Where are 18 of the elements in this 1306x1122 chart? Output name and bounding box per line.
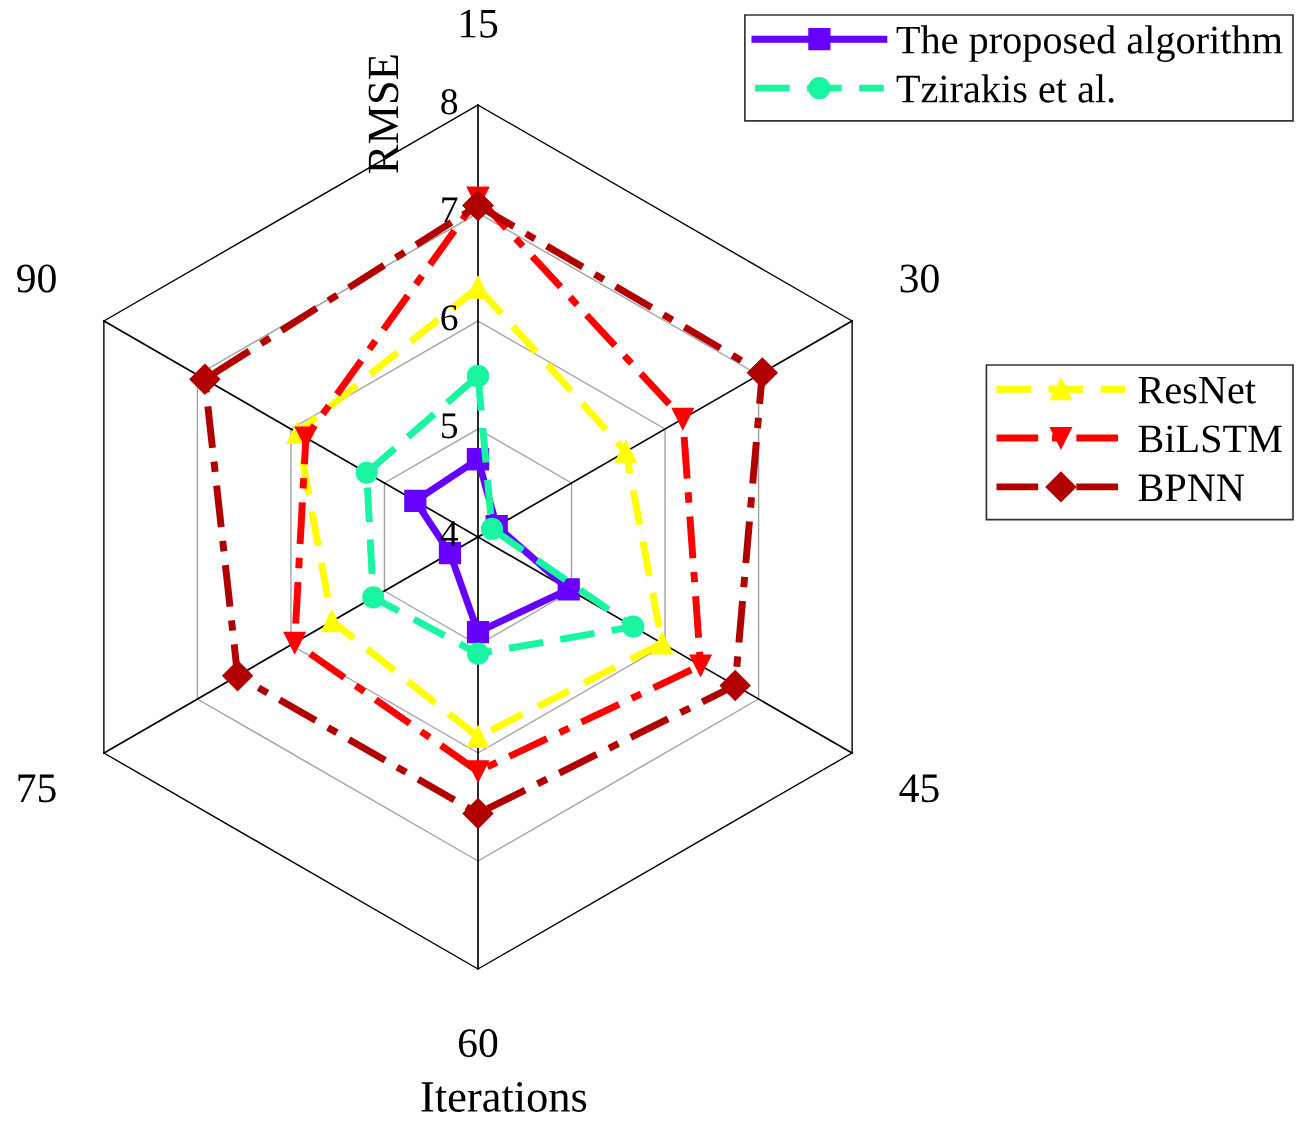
text: Iterations (421, 1082, 587, 1112)
legend-label: BPNN (1138, 474, 1244, 502)
legend-label: BiLSTM (1138, 425, 1282, 453)
spoke-label: 30 (900, 264, 939, 293)
legend-label: ResNet (1138, 376, 1256, 404)
y-tick-label: 6 (441, 305, 458, 331)
spoke-label: 75 (18, 774, 56, 803)
y-tick-label: 8 (441, 89, 458, 115)
spoke-label: 60 (458, 1029, 498, 1058)
y-tick-label: 7 (442, 197, 458, 223)
legend-label: Tzirakis et al. (896, 74, 1114, 103)
y-tick-label: 5 (441, 413, 458, 439)
spoke-label: 45 (899, 774, 939, 803)
spoke-label: 90 (17, 264, 56, 293)
spoke-label: 15 (460, 9, 498, 38)
text: RMSE (368, 55, 399, 173)
y-tick-label: 4 (440, 521, 458, 547)
legend-label: The proposed algorithm (896, 25, 1283, 62)
